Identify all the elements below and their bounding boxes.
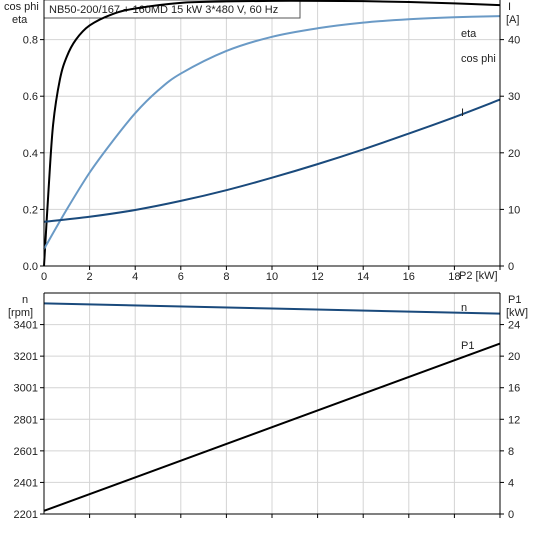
top-chart-ticks: 0.0 0.2 0.4 0.6 0.8 0 10 20 30 40 0 2 4 6 8 10 12 14 16 18 xyxy=(23,35,521,283)
bottom-chart-ticks: 2201 2401 2601 2801 3001 3201 3401 0 4 8 12 16 20 24 xyxy=(14,320,521,521)
x-tick-label: 16 xyxy=(403,271,415,283)
x-tick-label: 6 xyxy=(178,271,184,283)
top-right-axis-label-2: [A] xyxy=(506,14,519,26)
top-left-axis-label-2: eta xyxy=(12,14,28,26)
x-tick-label: 14 xyxy=(357,271,369,283)
y-left-tick-label: 2801 xyxy=(14,414,38,426)
series-line-n xyxy=(43,302,501,315)
y-left-tick-label: 0.8 xyxy=(23,35,38,47)
series-line-i xyxy=(43,98,501,223)
series-label-cos-phi: cos phi xyxy=(461,53,496,65)
y-right-tick-label: 0 xyxy=(508,509,514,521)
top-right-axis-label-1: I xyxy=(508,1,511,13)
y-left-tick-label: 3001 xyxy=(14,383,38,395)
x-tick-label: 8 xyxy=(223,271,229,283)
y-right-tick-label: 10 xyxy=(508,204,520,216)
series-label-speed: n xyxy=(461,302,467,314)
y-right-tick-label: 24 xyxy=(508,320,520,332)
bottom-chart: 220124012601280130013201340104812162024 … xyxy=(8,292,528,521)
x-tick-label: 12 xyxy=(311,271,323,283)
series-line-eta xyxy=(43,0,501,267)
y-right-tick-label: 16 xyxy=(508,383,520,395)
series-line-cos-phi xyxy=(43,15,501,250)
x-tick-label: 18 xyxy=(448,271,460,283)
x-tick-label: 10 xyxy=(266,271,278,283)
y-left-tick-label: 0.4 xyxy=(23,148,38,160)
y-left-tick-label: 2401 xyxy=(14,477,38,489)
x-tick-label: 4 xyxy=(132,271,138,283)
bottom-left-axis-label-1: n xyxy=(22,294,28,306)
chart-title: NB50-200/167 + 160MD 15 kW 3*480 V, 60 H… xyxy=(49,4,278,16)
top-chart-series xyxy=(43,0,501,267)
bottom-chart-series xyxy=(43,302,501,512)
y-left-tick-label: 2201 xyxy=(14,509,38,521)
y-right-tick-label: 12 xyxy=(508,414,520,426)
y-left-tick-label: 3201 xyxy=(14,351,38,363)
y-right-tick-label: 40 xyxy=(508,35,520,47)
y-left-tick-label: 0.0 xyxy=(23,261,38,273)
y-right-tick-label: 30 xyxy=(508,91,520,103)
y-left-tick-label: 0.2 xyxy=(23,204,38,216)
y-right-tick-label: 4 xyxy=(508,477,514,489)
y-right-tick-label: 20 xyxy=(508,148,520,160)
x-tick-label: 0 xyxy=(41,271,47,283)
bottom-right-axis-label-1: P1 xyxy=(508,294,521,306)
bottom-right-axis-label-2: [kW] xyxy=(506,307,528,319)
y-left-tick-label: 2601 xyxy=(14,446,38,458)
y-left-tick-label: 3401 xyxy=(14,320,38,332)
y-left-tick-label: 0.6 xyxy=(23,91,38,103)
series-line-p1 xyxy=(43,342,501,512)
bottom-chart-grid xyxy=(44,293,501,514)
top-chart: NB50-200/167 + 160MD 15 kW 3*480 V, 60 H… xyxy=(4,0,520,283)
y-right-tick-label: 8 xyxy=(508,446,514,458)
x-axis-label: P2 [kW] xyxy=(459,270,498,282)
series-label-eta: eta xyxy=(461,28,477,40)
series-label-current: I xyxy=(461,107,464,119)
top-left-axis-label-1: cos phi xyxy=(4,1,39,13)
bottom-left-axis-label-2: [rpm] xyxy=(8,307,33,319)
series-label-p1: P1 xyxy=(461,340,474,352)
y-right-tick-label: 20 xyxy=(508,351,520,363)
x-tick-label: 2 xyxy=(87,271,93,283)
y-right-tick-label: 0 xyxy=(508,261,514,273)
